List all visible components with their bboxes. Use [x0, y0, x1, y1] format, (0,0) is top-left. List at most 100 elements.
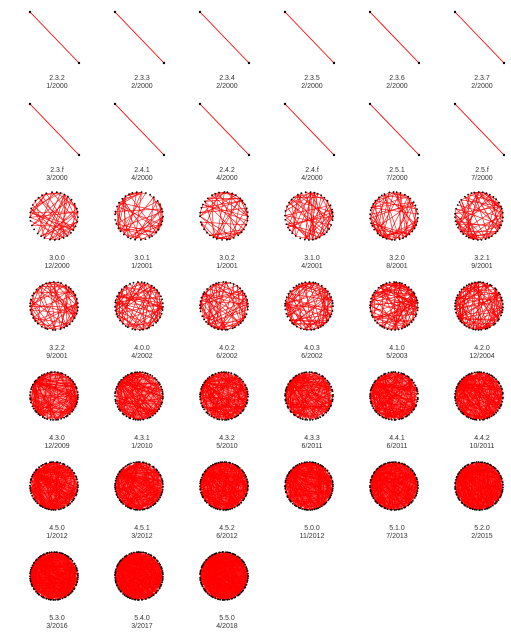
- graph-node: [54, 371, 56, 373]
- graph-node: [369, 397, 371, 399]
- graph-node: [162, 309, 164, 311]
- graph-node: [391, 419, 393, 421]
- graph-node: [35, 200, 37, 202]
- graph-node: [382, 416, 384, 418]
- graph-node: [245, 476, 247, 478]
- graph-node: [416, 387, 418, 389]
- graph-node: [463, 286, 465, 288]
- graph-node: [370, 401, 372, 403]
- graph-node: [162, 398, 164, 400]
- graph-node: [72, 291, 74, 293]
- release-date-label: 1/2001: [187, 263, 267, 271]
- graph-node: [217, 418, 219, 420]
- graph-node: [481, 509, 483, 511]
- release-date-label: 12/2000: [17, 263, 97, 271]
- graph-node: [209, 376, 211, 378]
- graph-node: [332, 485, 334, 487]
- graph-node: [373, 229, 375, 231]
- graph-node: [413, 319, 415, 321]
- graph-node: [300, 418, 302, 420]
- graph-node: [284, 11, 286, 13]
- graph-node: [145, 372, 147, 374]
- graph-node: [45, 462, 47, 464]
- graph-node: [157, 500, 159, 502]
- graph-node: [145, 238, 147, 240]
- graph-node: [503, 154, 505, 156]
- network-graph: [27, 188, 87, 248]
- graph-node: [370, 402, 372, 404]
- graph-node: [55, 329, 57, 331]
- graph-node: [394, 371, 396, 373]
- graph-node: [151, 375, 153, 377]
- graph-node: [34, 320, 36, 322]
- graph-node: [369, 307, 371, 309]
- graph-node: [225, 329, 227, 331]
- graph-node: [45, 282, 47, 284]
- graph-node: [500, 494, 502, 496]
- graph-node: [199, 304, 201, 306]
- version-label: 5.2.0: [442, 525, 511, 533]
- graph-edge: [115, 12, 164, 63]
- graph-node: [332, 211, 334, 213]
- graph-node: [502, 490, 504, 492]
- graph-node: [38, 376, 40, 378]
- graph-node: [467, 194, 469, 196]
- version-label: 2.4.2: [187, 167, 267, 175]
- graph-node: [201, 207, 203, 209]
- graph-node: [297, 464, 299, 466]
- release-date-label: 3/2000: [17, 175, 97, 183]
- graph-node: [456, 386, 458, 388]
- graph-node: [296, 326, 298, 328]
- graph-node: [414, 497, 416, 499]
- graph-node: [29, 309, 31, 311]
- graph-node: [480, 329, 482, 331]
- graph-node: [404, 326, 406, 328]
- graph-node: [499, 497, 501, 499]
- graph-node: [468, 417, 470, 419]
- network-graph: [112, 8, 172, 68]
- graph-node: [486, 418, 488, 420]
- graph-node: [225, 281, 227, 283]
- graph-node: [460, 411, 462, 413]
- graph-node: [210, 505, 212, 507]
- graph-node: [401, 283, 403, 285]
- graph-node: [239, 377, 241, 379]
- graph-node: [115, 402, 117, 404]
- graph-node: [247, 216, 249, 218]
- graph-node: [38, 413, 40, 415]
- graph-node: [77, 484, 79, 486]
- graph-node: [210, 465, 212, 467]
- graph-node: [374, 500, 376, 502]
- graph-node: [485, 238, 487, 240]
- graph-node: [381, 465, 383, 467]
- version-label: 4.3.3: [272, 435, 352, 443]
- graph-node: [77, 486, 79, 488]
- graph-node: [114, 391, 116, 393]
- graph-node: [114, 486, 116, 488]
- network-graph: [367, 368, 427, 428]
- graph-node: [132, 192, 134, 194]
- graph-node: [417, 490, 419, 492]
- graph-node: [415, 224, 417, 226]
- graph-node: [76, 478, 78, 480]
- graph-node: [369, 103, 371, 105]
- graph-node: [69, 503, 71, 505]
- graph-node: [54, 239, 56, 241]
- graph-node: [120, 501, 122, 503]
- graph-edge: [212, 195, 213, 237]
- release-date-label: 7/2013: [357, 533, 437, 541]
- network-graph: [27, 278, 87, 338]
- graph-node: [369, 11, 371, 13]
- graph-node: [411, 289, 413, 291]
- graph-node: [287, 227, 289, 229]
- graph-node: [472, 418, 474, 420]
- graph-node: [51, 371, 53, 373]
- graph-node: [78, 62, 80, 64]
- graph-node: [244, 474, 246, 476]
- graph-node: [129, 507, 131, 509]
- graph-node: [284, 481, 286, 483]
